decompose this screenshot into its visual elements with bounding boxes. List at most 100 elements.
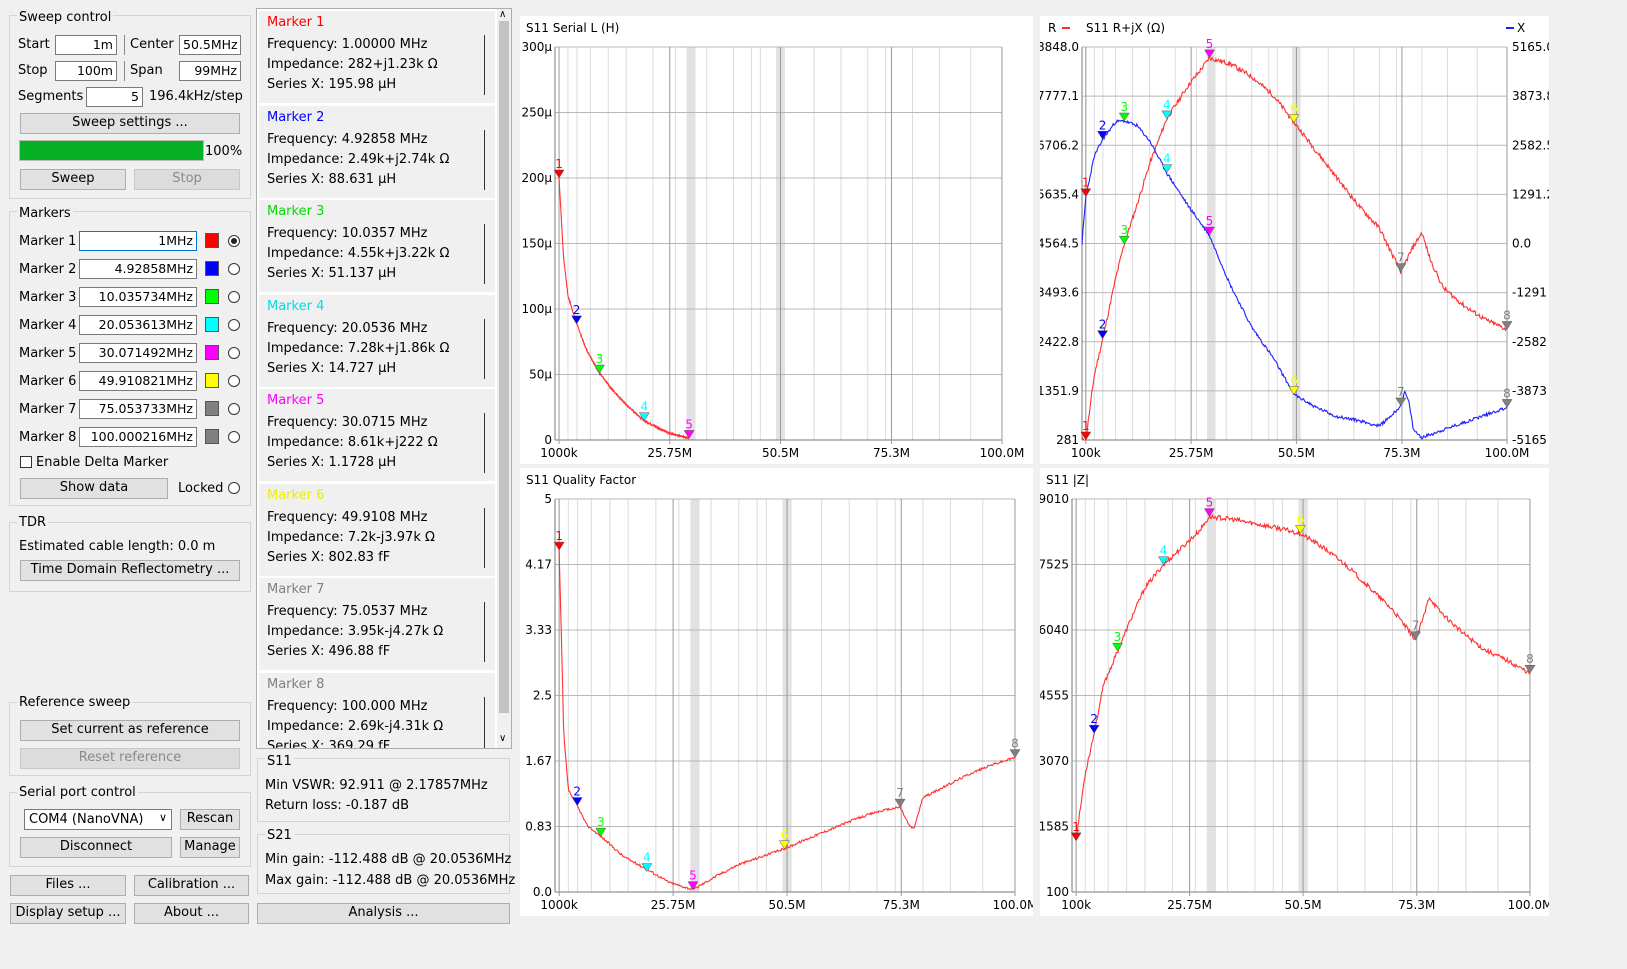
marker-color-swatch[interactable]	[205, 345, 219, 360]
z-marker-7	[1410, 631, 1422, 641]
marker-freq-input[interactable]: 30.071492MHz	[79, 343, 197, 363]
marker-frequency-text: Frequency: 49.9108 MHz	[267, 509, 428, 525]
calibration-button[interactable]: Calibration ...	[134, 875, 249, 896]
marker-freq-input[interactable]: 10.035734MHz	[79, 287, 197, 307]
q-marker-label: 4	[643, 851, 651, 865]
y-tick-label: 3.33	[525, 623, 552, 637]
marker-data-box: Marker 2 Frequency: 4.92858 MHz Impedance:…	[259, 105, 495, 198]
center-input[interactable]: 50.5MHz	[179, 35, 241, 55]
x-tick-label: 100.0M	[980, 446, 1025, 460]
marker-select-radio[interactable]	[228, 263, 240, 275]
disconnect-button[interactable]: Disconnect	[20, 837, 172, 858]
s11-summary-title: S11	[265, 754, 294, 769]
marker-impedance-text: Impedance: 3.95k-j4.27k Ω	[267, 624, 444, 639]
marker-select-radio[interactable]	[228, 319, 240, 331]
display-setup-button[interactable]: Display setup ...	[10, 903, 126, 924]
marker-color-swatch[interactable]	[205, 429, 219, 444]
marker-data-title: Marker 2	[267, 109, 325, 125]
rescan-button[interactable]: Rescan	[180, 809, 240, 830]
marker-select-radio[interactable]	[228, 403, 240, 415]
marker-freq-input[interactable]: 75.053733MHz	[79, 399, 197, 419]
marker-color-swatch[interactable]	[205, 317, 219, 332]
marker-data-scrollbar[interactable]: ∧ ∨	[497, 9, 511, 748]
marker-freq-input[interactable]: 49.910821MHz	[79, 371, 197, 391]
start-input[interactable]: 1m	[55, 35, 117, 55]
y-tick-label: 100	[1046, 885, 1069, 899]
reference-title: Reference sweep	[17, 695, 133, 710]
x-tick-label: 100.0M	[1508, 898, 1549, 912]
y-tick-label: 250μ	[521, 106, 552, 120]
serial-l-marker-1	[553, 169, 565, 179]
span-label: Span	[130, 63, 163, 78]
y-tick-label: 1585	[1040, 820, 1069, 834]
marker-color-swatch[interactable]	[205, 233, 219, 248]
locked-label: Locked	[178, 481, 224, 496]
chart-impedance-z[interactable]: S11 |Z| 9010 7525 6040 4555 3070 1585 100 100k 25…	[1040, 468, 1549, 916]
marker-series-x-text: Series X: 195.98 μH	[267, 77, 397, 92]
reset-reference-button[interactable]: Reset reference	[20, 748, 240, 769]
show-data-button[interactable]: Show data	[20, 478, 168, 499]
scroll-up-icon[interactable]: ∧	[499, 9, 507, 20]
y-right-tick-label: 0.0	[1512, 237, 1531, 251]
analysis-button[interactable]: Analysis ...	[257, 903, 510, 924]
marker-freq-input[interactable]: 100.000216MHz	[79, 427, 197, 447]
r-marker-label: 8	[1503, 308, 1511, 322]
set-reference-button[interactable]: Set current as reference	[20, 720, 240, 741]
marker-select-radio[interactable]	[228, 291, 240, 303]
marker-data-title: Marker 6	[267, 487, 325, 503]
y-right-tick-label: -2582	[1512, 335, 1547, 349]
marker-select-radio[interactable]	[228, 375, 240, 387]
marker-select-radio[interactable]	[228, 347, 240, 359]
r-marker-5	[1204, 49, 1215, 59]
x-tick-label: 1000k	[540, 446, 578, 460]
r-marker-label: 4	[1163, 98, 1171, 112]
y-tick-label: 4.17	[525, 558, 552, 572]
port-select[interactable]: COM4 (NanoVNA) ∨	[24, 809, 172, 830]
locked-radio[interactable]	[228, 482, 240, 494]
segments-input[interactable]: 5	[86, 87, 143, 107]
marker-select-radio[interactable]	[228, 235, 240, 247]
scroll-thumb[interactable]	[499, 21, 509, 713]
span-input[interactable]: 99MHz	[179, 61, 241, 81]
x-marker-label: 3	[1120, 100, 1128, 114]
marker-row-label: Marker 2	[19, 262, 77, 277]
marker-data-box: Marker 5 Frequency: 30.0715 MHz Impedance:…	[259, 389, 495, 481]
marker-select-radio[interactable]	[228, 431, 240, 443]
marker-color-swatch[interactable]	[205, 373, 219, 388]
x-marker-label: 6	[1290, 374, 1298, 388]
marker-freq-input[interactable]: 4.92858MHz	[79, 259, 197, 279]
sweep-button[interactable]: Sweep	[20, 169, 126, 190]
marker-data-box: Marker 4 Frequency: 20.0536 MHz Impedance:…	[259, 294, 495, 387]
stop-button[interactable]: Stop	[134, 169, 240, 190]
sweep-settings-button[interactable]: Sweep settings ...	[20, 113, 240, 134]
marker-color-swatch[interactable]	[205, 261, 219, 276]
markers-group	[9, 211, 251, 506]
x-tick-label: 25.75M	[647, 446, 692, 460]
chart-r-jx[interactable]: S11 R+jX (Ω) 8848.0 7777.1 6706.2 5635.4 4564…	[1040, 16, 1549, 464]
scroll-down-icon[interactable]: ∨	[499, 733, 507, 744]
delta-marker-checkbox[interactable]	[20, 456, 32, 468]
marker-freq-input[interactable]: 1MHz	[79, 231, 197, 251]
chart-quality-factor[interactable]: S11 Quality Factor 5 4.17 3.33 2.5 1.67 0.83 0.…	[520, 468, 1033, 916]
marker-series-x-text: Series X: 496.88 fF	[267, 644, 391, 659]
marker-color-swatch[interactable]	[205, 401, 219, 416]
progress-fill	[20, 141, 203, 160]
files-button[interactable]: Files ...	[10, 875, 126, 896]
q-marker-label: 8	[1011, 737, 1019, 751]
r-marker-6	[1288, 114, 1300, 124]
marker-series-x-text: Series X: 1.1728 μH	[267, 455, 397, 470]
about-button[interactable]: About ...	[134, 903, 249, 924]
marker-color-swatch[interactable]	[205, 289, 219, 304]
tdr-button[interactable]: Time Domain Reflectometry ...	[20, 560, 240, 581]
chart-serial-l[interactable]: S11 Serial L (H) 300μ 250μ 200μ 150μ 100μ 50μ 0…	[520, 16, 1033, 464]
x-tick-label: 50.5M	[769, 898, 806, 912]
manage-button[interactable]: Manage	[180, 837, 240, 858]
y-tick-label: 0.83	[525, 820, 552, 834]
legend-r-label: R	[1048, 21, 1056, 35]
chart-serial-l-svg: S11 Serial L (H) 300μ 250μ 200μ 150μ 100μ 50μ 0…	[521, 21, 1025, 460]
marker-freq-input[interactable]: 20.053613MHz	[79, 315, 197, 335]
x-marker-4	[1161, 164, 1173, 174]
marker-data-panel[interactable]: Marker 1 Frequency: 1.00000 MHz Impedance:…	[256, 8, 512, 749]
z-marker-1	[1070, 832, 1082, 842]
stop-input[interactable]: 100m	[55, 61, 117, 81]
